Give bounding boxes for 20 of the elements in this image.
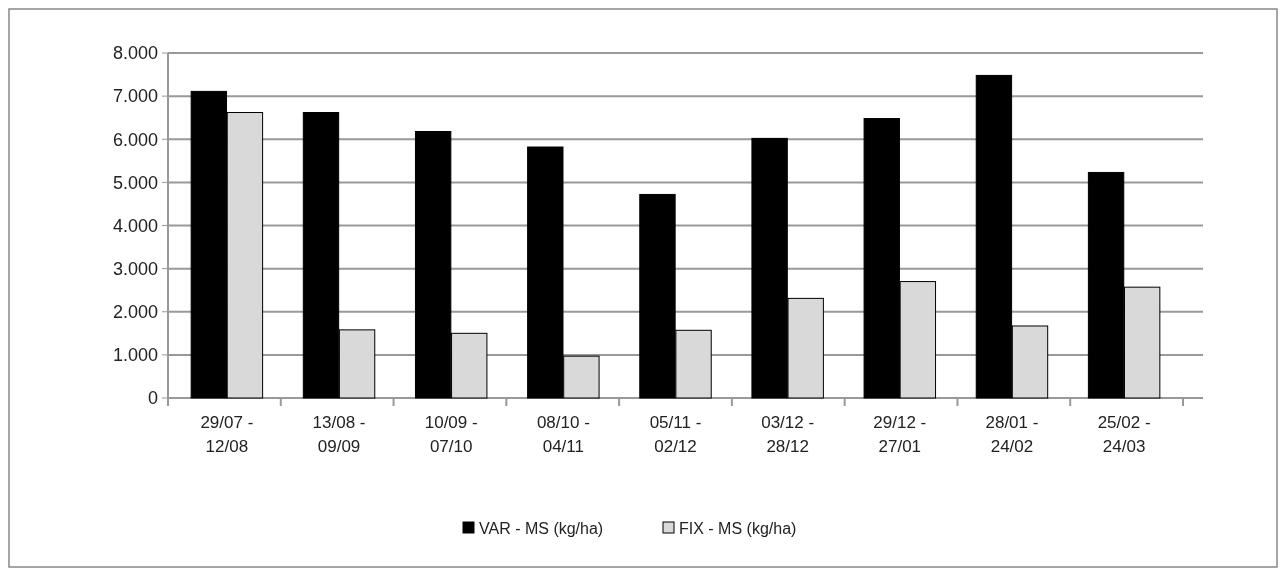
x-tick-label: 13/08 - 09/09: [312, 413, 366, 456]
x-tick-label: 03/12 - 28/12: [761, 413, 815, 456]
y-tick-label: 7.000: [112, 86, 158, 107]
x-tick-label: 25/02 - 24/03: [1097, 413, 1151, 456]
y-tick-label: 8.000: [112, 43, 158, 64]
x-tick-label: 28/01 - 24/02: [985, 413, 1039, 456]
y-tick-label: 2.000: [112, 302, 158, 323]
x-tick-label: 10/09 - 07/10: [424, 413, 478, 456]
x-tick-label: 08/10 - 04/11: [536, 413, 590, 456]
x-tick-label: 29/12 - 27/01: [873, 413, 927, 456]
y-tick-label: 0: [147, 388, 158, 409]
y-tick-label: 1.000: [112, 345, 158, 366]
y-tick-label: 5.000: [112, 172, 158, 193]
legend-label: FIX - MS (kg/ha): [679, 519, 797, 537]
y-tick-label: 3.000: [112, 258, 158, 279]
y-tick-label: 4.000: [112, 215, 158, 236]
x-tick-label: 29/07 - 12/08: [200, 413, 254, 456]
y-tick-label: 6.000: [112, 129, 158, 150]
x-tick-label: 05/11 - 02/12: [649, 413, 702, 456]
legend-label: VAR - MS (kg/ha): [479, 519, 604, 537]
